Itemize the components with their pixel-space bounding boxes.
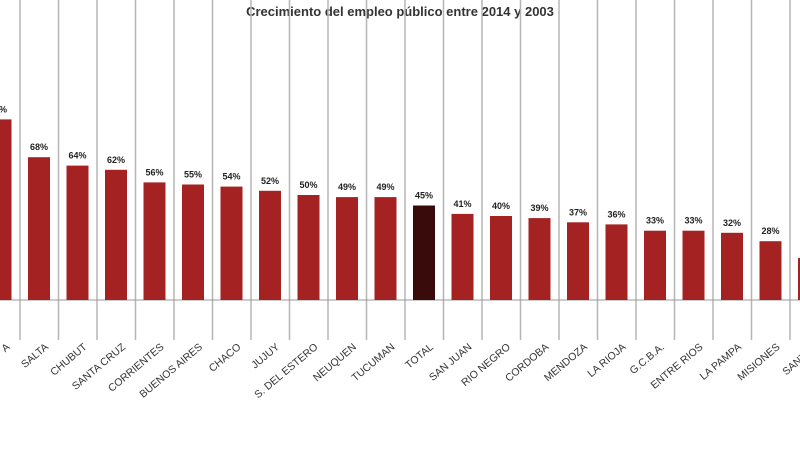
value-label: 40% xyxy=(492,201,510,211)
value-label: 33% xyxy=(646,216,664,226)
bar xyxy=(336,197,358,300)
category-label: JUJUY xyxy=(249,341,282,371)
value-label: 37% xyxy=(569,207,587,217)
bar xyxy=(682,230,705,300)
category-label: CHACO xyxy=(207,341,244,375)
value-label: 55% xyxy=(184,170,202,180)
value-label: 50% xyxy=(299,180,317,190)
category-label: TOTAL xyxy=(403,341,436,371)
category-label: MENDOZA xyxy=(542,341,590,384)
value-label: 32% xyxy=(723,218,741,228)
category-label: A xyxy=(0,341,12,355)
value-label: 41% xyxy=(453,199,471,209)
bar xyxy=(105,169,127,300)
bar xyxy=(490,216,512,300)
value-label: 52% xyxy=(261,176,279,186)
value-label: 6% xyxy=(0,104,7,114)
category-label: SANTA F xyxy=(780,341,800,378)
bar xyxy=(28,157,50,300)
bar xyxy=(259,190,281,300)
bar xyxy=(605,224,628,300)
value-label: 54% xyxy=(222,172,240,182)
bar xyxy=(374,197,397,300)
bar xyxy=(798,258,800,300)
value-label: 36% xyxy=(607,209,625,219)
value-label: 39% xyxy=(530,203,548,213)
bar xyxy=(528,218,551,300)
bar xyxy=(721,232,743,300)
bar xyxy=(297,195,320,300)
value-label: 62% xyxy=(107,155,125,165)
bar xyxy=(567,222,589,300)
value-label: 33% xyxy=(684,216,702,226)
bar xyxy=(220,186,243,300)
value-label: 28% xyxy=(761,226,779,236)
bar xyxy=(451,213,474,300)
value-label: 49% xyxy=(338,182,356,192)
bar xyxy=(759,241,782,300)
category-label: SALTA xyxy=(19,341,51,371)
value-label: 56% xyxy=(145,167,163,177)
chart-title: Crecimiento del empleo público entre 201… xyxy=(246,4,554,19)
value-label: 68% xyxy=(30,142,48,152)
value-label: 45% xyxy=(415,191,433,201)
category-label: LA RIOJA xyxy=(585,341,628,380)
bar xyxy=(143,182,166,300)
value-label: 64% xyxy=(68,151,86,161)
value-label: 49% xyxy=(376,182,394,192)
category-label: MISIONES xyxy=(735,341,782,383)
bar xyxy=(66,165,89,300)
category-label: TUCUMAN xyxy=(349,341,397,384)
bar xyxy=(644,230,666,300)
bar xyxy=(0,119,12,301)
bar xyxy=(182,184,204,300)
bar xyxy=(413,205,435,300)
